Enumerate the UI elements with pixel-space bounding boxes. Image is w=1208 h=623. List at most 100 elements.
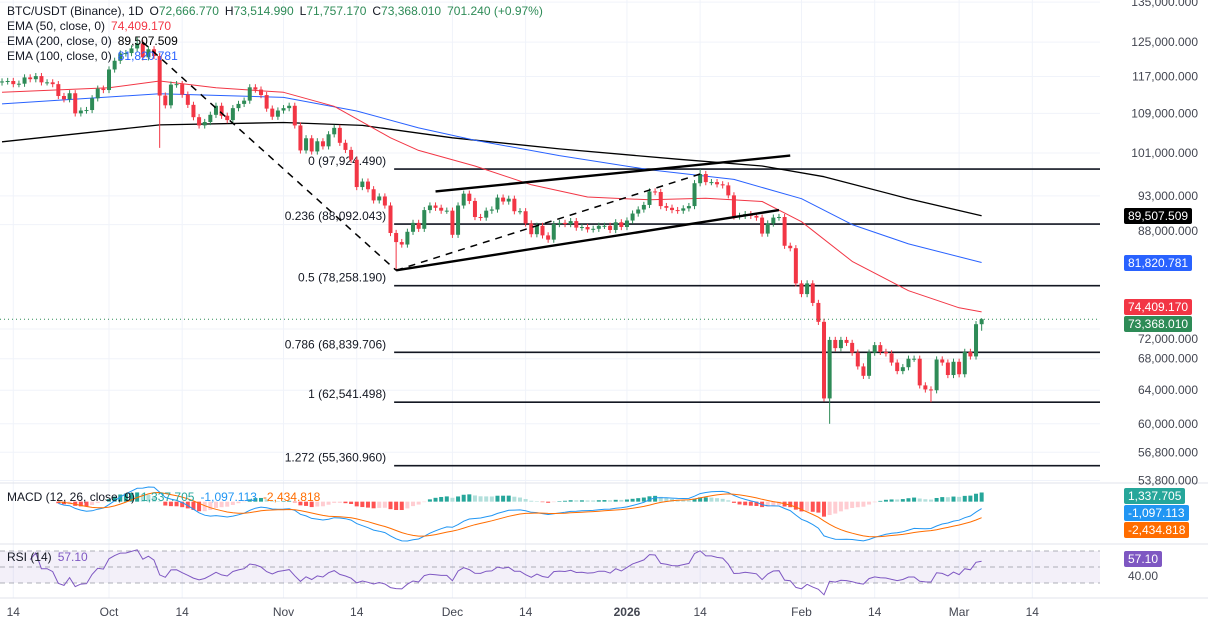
candle [968,348,973,360]
candle [805,280,810,298]
ema100-price-badge: 81,820.781 [1124,254,1193,271]
macd-histogram-bar [816,501,821,513]
candle [157,52,162,148]
candle-body [416,222,421,229]
candle-body [793,248,798,284]
candle [107,66,111,94]
macd-histogram-bar [123,493,128,502]
candle [28,74,33,83]
fib-level-label: 1 (62,541.498) [308,387,386,401]
macd-histogram-bar [878,500,883,502]
macd-histogram-bar [191,501,196,510]
candle [45,79,50,86]
macd-histogram-bar [850,501,855,508]
macd-legend[interactable]: MACD (12, 26, close, 9) 1,337.705 -1,097.1… [7,490,326,504]
macd-histogram-bar [298,501,303,506]
candle-body [574,221,579,228]
candle-body [320,141,325,147]
candle-body [670,207,674,211]
candle [140,40,145,61]
candle-body [934,359,939,391]
macd-histogram-bar [259,497,264,502]
candle [945,359,950,379]
macd-histogram-bar [287,500,292,502]
macd-histogram-bar [208,501,213,510]
candle [123,49,128,57]
candle [253,84,258,93]
macd-histogram-bar [574,500,579,502]
candle-body [337,127,342,143]
candle-body [563,222,568,225]
candle-body [28,77,33,80]
candle [855,349,860,370]
macd-histogram-bar [906,498,911,502]
candle-body [664,206,669,208]
candle [867,349,872,379]
macd-histogram-bar [608,500,613,502]
macd-histogram-bar [743,501,748,506]
candle [850,339,855,356]
candle [315,138,320,155]
ema100-legend[interactable]: EMA (100, close, 0) 81,820.781 [7,49,184,63]
candle-body [309,138,314,152]
macd-histogram-bar [95,501,100,504]
ema50-value: 74,409.170 [111,19,172,33]
candle [709,179,714,186]
rsi-pane [0,549,1100,596]
candle [197,114,202,129]
price-axis-label: 125,000.000 [1131,35,1198,49]
candle-body [636,209,641,214]
macd-histogram-bar [844,501,849,510]
ema50-legend[interactable]: EMA (50, close, 0) 74,409.170 [7,19,177,33]
macd-histogram-bar [912,497,917,502]
candle-body [962,351,967,375]
macd-histogram-bar [202,501,207,512]
candle-body [653,191,658,193]
fibonacci-retracement[interactable]: 0 (97,924.490) 0.236 (88,092.043) 0.5 (78,… [285,154,1100,467]
rsi-legend[interactable]: RSI (14) 57.10 [7,550,94,564]
candle [242,97,247,108]
ema-lines [1,80,982,313]
candle-body [388,205,393,233]
price-axis-label: 93,000.000 [1138,189,1198,203]
macd-histogram-bar [855,501,860,508]
candle [568,218,573,228]
fib-level-label: 0.786 (68,839.706) [285,337,386,351]
macd-histogram-bar [692,498,697,502]
candle-body [101,88,106,91]
macd-histogram-bar [506,495,511,502]
candle [287,102,292,112]
trendlines[interactable] [142,41,791,272]
candle [495,194,500,213]
candle [50,79,55,88]
macd-histogram-bar [157,501,162,502]
macd-histogram-bar [84,501,89,507]
price-axis-label: 53,800.000 [1138,474,1198,488]
candle [411,219,416,235]
macd-histogram-bar [146,494,151,502]
candle-body [213,105,218,115]
candle-body [202,122,207,126]
macd-histogram-bar [112,496,117,502]
candle-body [399,242,404,245]
candle-body [264,95,269,109]
candle-body [484,210,489,218]
time-axis-label: Oct [100,605,119,619]
macd-histogram-bar [388,501,393,510]
macd-histogram-bar [467,494,472,502]
candle-body [765,223,770,234]
candle [934,356,939,394]
candle [895,359,900,375]
candle [591,225,596,233]
candle-body [675,210,680,212]
symbol-title[interactable]: BTC/USDT (Binance), 1D [7,4,144,18]
ema100-value: 81,820.781 [117,49,178,63]
candle [275,107,280,120]
ema200-legend[interactable]: EMA (200, close, 0) 89,507.509 [7,34,184,48]
candle-body [157,56,162,96]
ema50-price-badge: 74,409.170 [1124,299,1193,316]
macd-histogram-bar [264,499,269,502]
candle-body [833,339,838,349]
macd-histogram-bar [968,495,973,502]
